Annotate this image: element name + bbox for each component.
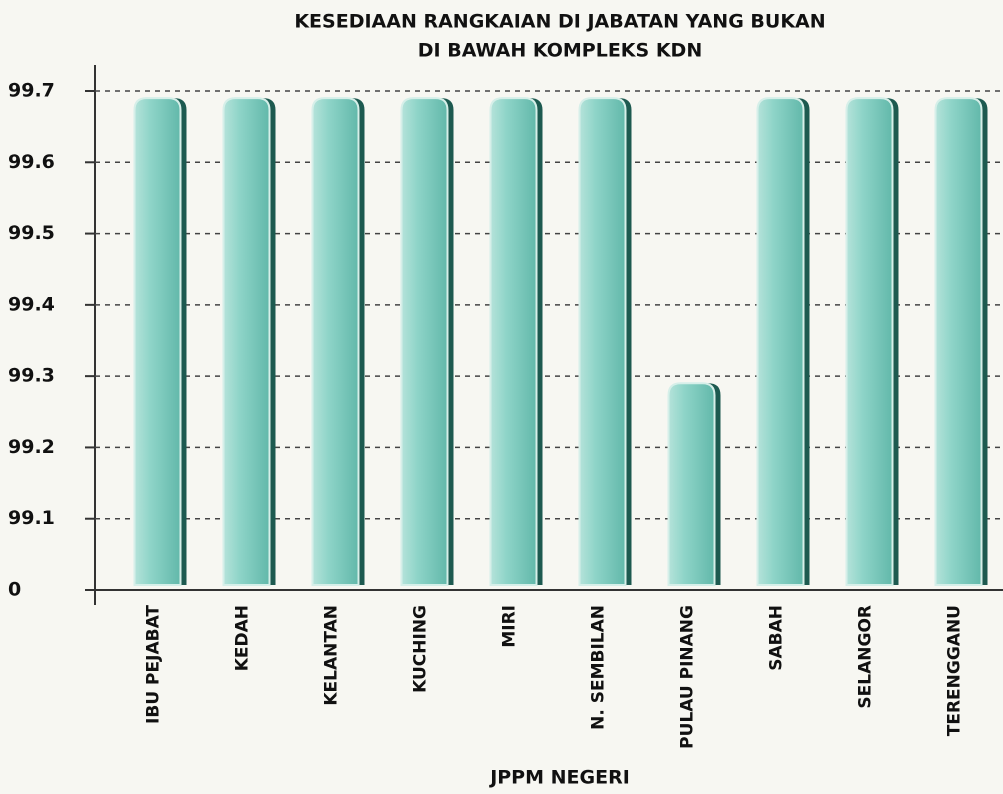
x-tick-label: IBU PEJABAT: [144, 605, 164, 724]
y-tick-label: 0: [8, 579, 21, 601]
bar: [489, 97, 538, 586]
bar: [934, 97, 983, 586]
chart-title: KESEDIAAN RANGKAIAN DI JABATAN YANG BUKA…: [294, 11, 825, 33]
x-tick-label: KEDAH: [233, 605, 253, 671]
x-tick-label: N. SEMBILAN: [589, 605, 609, 730]
x-tick-label: KUCHING: [411, 605, 431, 693]
chart-title: DI BAWAH KOMPLEKS KDN: [418, 40, 702, 62]
x-tick-label: TERENGGANU: [945, 605, 965, 736]
bar: [667, 382, 716, 586]
y-tick-label: 99.2: [8, 436, 55, 458]
x-tick-label: MIRI: [500, 605, 520, 648]
bar: [222, 97, 271, 586]
y-tick-label: 99.4: [8, 293, 55, 315]
y-tick-label: 99.6: [8, 151, 55, 173]
bar: [311, 97, 360, 586]
x-axis-label: JPPM NEGERI: [488, 767, 630, 789]
x-tick-label: PULAU PINANG: [678, 605, 698, 749]
bar: [133, 97, 182, 586]
x-tick-label: SABAH: [767, 605, 787, 671]
bar: [845, 97, 894, 586]
bar: [578, 97, 627, 586]
bar: [756, 97, 805, 586]
y-tick-label: 99.1: [8, 507, 55, 529]
y-tick-label: 99.5: [8, 222, 55, 244]
y-tick-label: 99.3: [8, 365, 55, 387]
bar: [400, 97, 449, 586]
x-tick-label: SELANGOR: [856, 605, 876, 709]
x-tick-label: KELANTAN: [322, 605, 342, 706]
y-tick-label: 99.7: [8, 80, 55, 102]
